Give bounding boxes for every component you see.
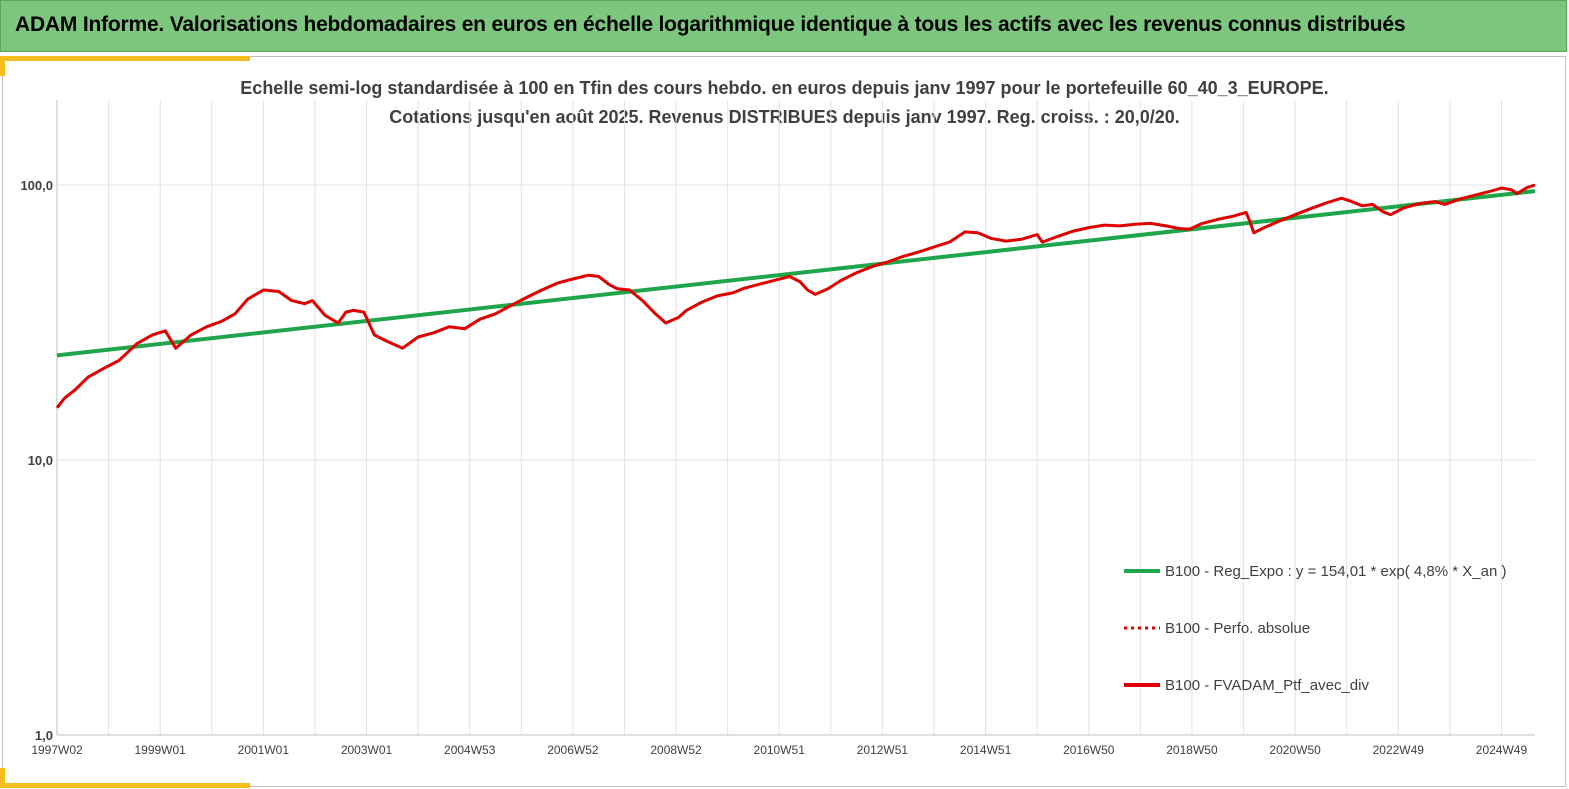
x-tick-label: 2008W52 — [650, 743, 702, 757]
x-tick-label: 2022W49 — [1373, 743, 1425, 757]
corner-accent-bottom-left-vertical — [0, 768, 5, 788]
chart-title-line-2: Cotations jusqu'en août 2025. Revenus DI… — [389, 107, 1180, 127]
chart-title-line-1: Echelle semi-log standardisée à 100 en T… — [240, 78, 1329, 98]
x-tick-label: 2020W50 — [1269, 743, 1321, 757]
chart-frame — [2, 56, 1566, 787]
header-banner: ADAM Informe. Valorisations hebdomadaire… — [0, 0, 1567, 52]
x-tick-label: 2012W51 — [857, 743, 909, 757]
legend: B100 - Reg_Expo : y = 154,01 * exp( 4,8%… — [1124, 563, 1506, 694]
corner-accent-top-left-vertical — [0, 56, 5, 76]
x-tick-label: 2016W50 — [1063, 743, 1115, 757]
y-tick-label: 10,0 — [28, 453, 53, 468]
y-tick-label: 100,0 — [20, 178, 53, 193]
x-tick-label: 2004W53 — [444, 743, 496, 757]
x-tick-label: 2001W01 — [238, 743, 290, 757]
x-tick-label: 2006W52 — [547, 743, 599, 757]
x-tick-label: 1997W02 — [31, 743, 83, 757]
series-line-3 — [55, 183, 1536, 409]
legend-label-1: B100 - Reg_Expo : y = 154,01 * exp( 4,8%… — [1165, 563, 1506, 580]
header-title: ADAM Informe. Valorisations hebdomadaire… — [15, 13, 1406, 36]
series-group — [55, 183, 1536, 409]
x-tick-label: 2014W51 — [960, 743, 1012, 757]
x-tick-label: 2024W49 — [1476, 743, 1528, 757]
corner-accent-bottom-left — [0, 783, 250, 788]
series-line-1 — [56, 189, 1536, 358]
legend-label-2: B100 - Perfo. absolue — [1165, 620, 1310, 637]
y-tick-label: 1,0 — [35, 728, 53, 743]
x-tick-label: 2010W51 — [754, 743, 806, 757]
grid-group — [56, 100, 1535, 736]
x-tick-label: 2018W50 — [1166, 743, 1218, 757]
x-tick-label: 1999W01 — [134, 743, 186, 757]
legend-label-3: B100 - FVADAM_Ptf_avec_div — [1165, 677, 1369, 694]
x-tick-label: 2003W01 — [341, 743, 393, 757]
corner-accent-top-left — [0, 56, 250, 61]
